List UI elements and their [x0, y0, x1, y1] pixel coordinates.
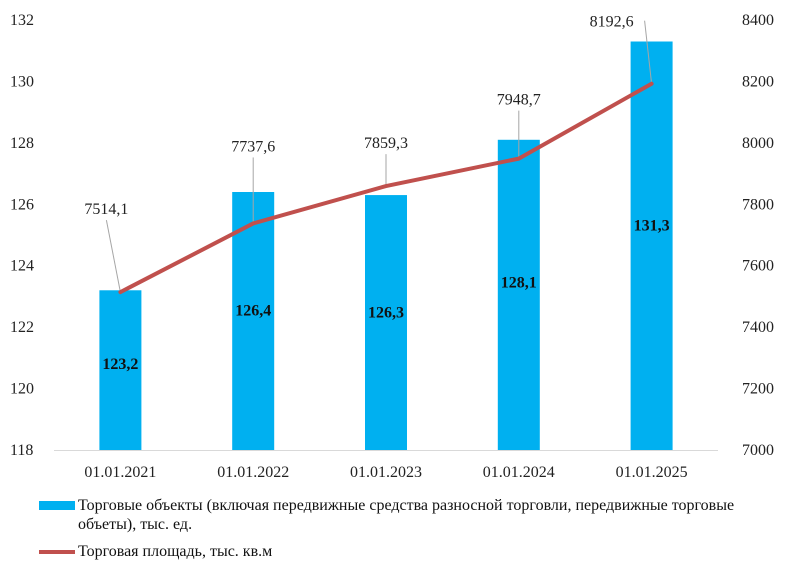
y-left-tick-label: 130	[10, 73, 34, 90]
chart: 118 120 122 124 126 128 130 132 7000 7200 7400 760…	[10, 12, 774, 481]
y-right-tick-label: 7000	[742, 442, 774, 459]
line-point	[517, 157, 521, 161]
line-value-label: 7514,1	[84, 201, 128, 218]
line-point	[384, 184, 388, 188]
y-left-tick-label: 122	[10, 319, 34, 336]
bar	[99, 290, 142, 450]
bar-value-label: 131,3	[634, 217, 670, 234]
bar-value-label: 126,4	[235, 303, 271, 320]
bar-data-labels: 123,2 126,4 126,3 128,1 131,3	[102, 217, 669, 372]
bar-value-label: 128,1	[501, 274, 537, 291]
line-data-labels: 7514,1 7737,6 7859,3 7948,7 8192,6	[84, 14, 633, 218]
legend: Торговые объекты (включая передвижные ср…	[34, 496, 754, 561]
y-left-tick-label: 120	[10, 381, 34, 398]
bar-series	[99, 41, 673, 451]
y-right-tick-label: 8400	[742, 12, 774, 29]
y-right-tick-label: 8200	[742, 73, 774, 90]
leader-line	[644, 20, 653, 84]
line-value-label: 7737,6	[231, 138, 275, 155]
line-value-label: 7948,7	[497, 92, 541, 109]
y-right-tick-label: 8000	[742, 135, 774, 152]
x-tick-label: 01.01.2023	[350, 464, 422, 481]
leader-lines	[105, 20, 653, 293]
y-right-tick-label: 7400	[742, 319, 774, 336]
y-left-tick-label: 126	[10, 196, 34, 213]
bar	[365, 195, 407, 450]
line-point	[251, 221, 255, 225]
y-left-tick-label: 128	[10, 135, 34, 152]
legend-item-objects: Торговые объекты (включая передвижные ср…	[34, 496, 754, 534]
y-right-tick-label: 7600	[742, 258, 774, 275]
legend-label-area: Торговая площадь, тыс. кв.м	[78, 543, 273, 560]
y-right-tick-label: 7200	[742, 381, 774, 398]
y-right-tick-label: 7800	[742, 196, 774, 213]
x-tick-label: 01.01.2022	[217, 464, 289, 481]
bar-value-label: 123,2	[102, 356, 138, 373]
right-axis-ticks: 7000 7200 7400 7600 7800 8000 8200 8400	[742, 12, 774, 459]
line-series	[118, 81, 654, 295]
x-tick-label: 01.01.2021	[84, 464, 156, 481]
y-left-tick-label: 132	[10, 12, 34, 29]
y-left-tick-label: 124	[10, 258, 34, 275]
x-tick-label: 01.01.2024	[483, 464, 555, 481]
x-axis-ticks: 01.01.2021 01.01.2022 01.01.2023 01.01.2024…	[84, 464, 687, 481]
bar	[630, 41, 673, 450]
left-axis-ticks: 118 120 122 124 126 128 130 132	[10, 12, 34, 459]
legend-swatch-bar	[39, 501, 75, 510]
line-point	[650, 82, 654, 86]
legend-item-area: Торговая площадь, тыс. кв.м	[34, 542, 754, 561]
bar	[232, 192, 275, 450]
legend-label-objects: Торговые объекты (включая передвижные ср…	[78, 497, 735, 533]
x-tick-label: 01.01.2025	[616, 464, 688, 481]
line-point	[118, 290, 122, 294]
bar	[497, 139, 540, 451]
y-left-tick-label: 118	[10, 442, 33, 459]
bar-value-label: 126,3	[368, 304, 404, 321]
leader-line	[105, 220, 121, 293]
legend-swatch-line	[39, 550, 75, 554]
line-value-label: 7859,3	[364, 135, 408, 152]
line-value-label: 8192,6	[590, 14, 634, 31]
